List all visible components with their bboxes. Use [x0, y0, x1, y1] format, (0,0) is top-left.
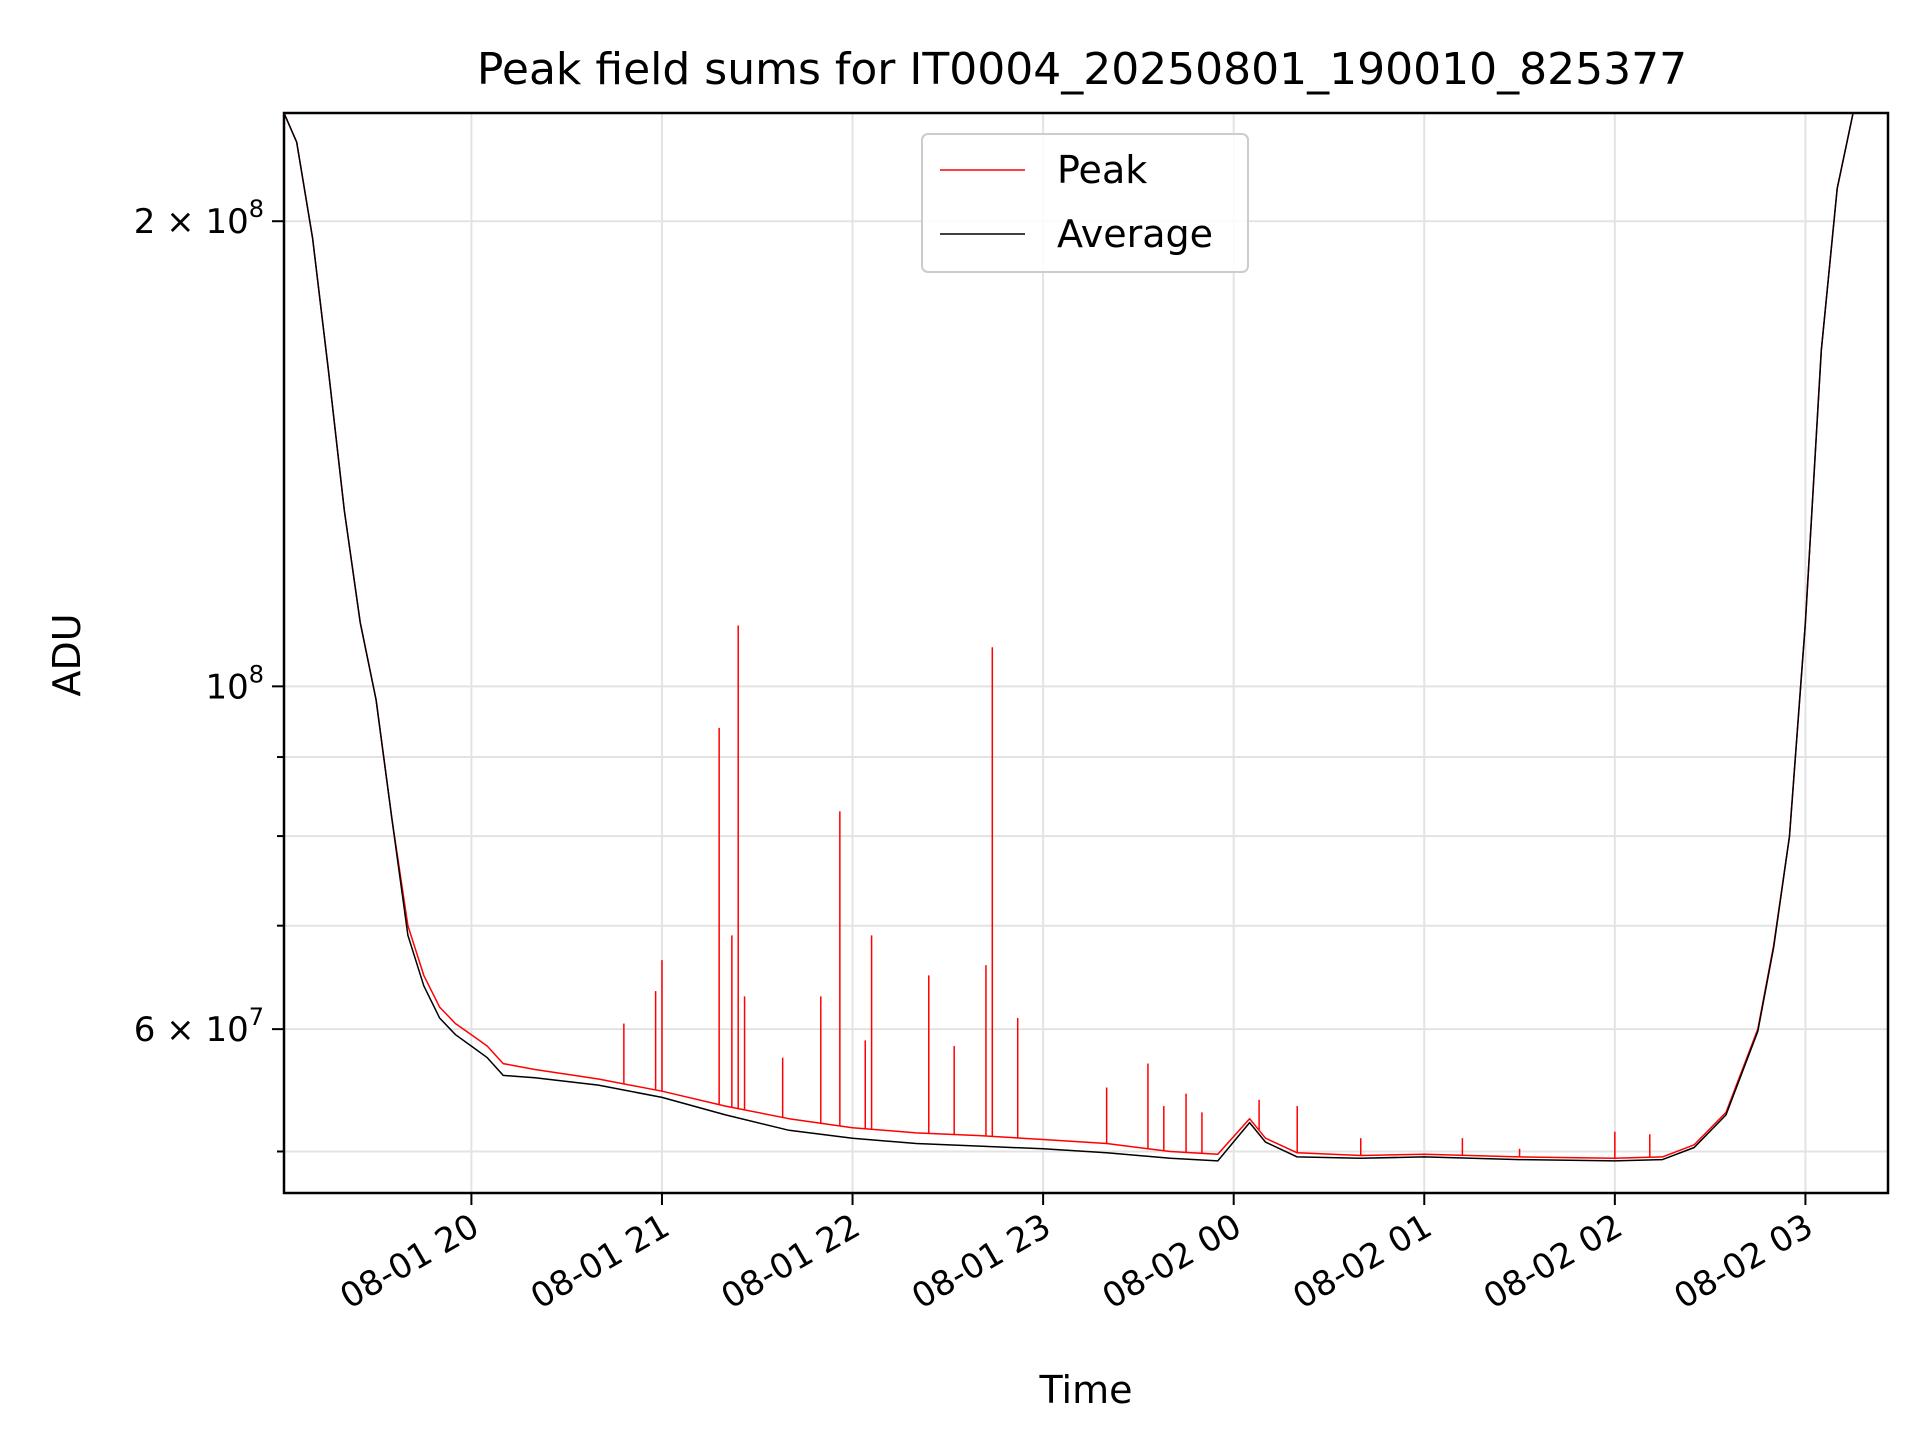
y-tick-label: 108 [205, 660, 264, 707]
y-axis: 2 × 108 108 6 × 107 [134, 195, 284, 1153]
series-line-average [284, 113, 1854, 1162]
legend-label-average: Average [1057, 212, 1213, 256]
x-axis-label: Time [1039, 1368, 1133, 1412]
plot-area [282, 111, 1890, 1195]
chart-title: Peak field sums for IT0004_20250801_1900… [477, 44, 1687, 95]
y-axis-label: ADU [45, 613, 89, 696]
plot-frame [282, 111, 1890, 1195]
y-tick-label: 6 × 107 [134, 1003, 264, 1050]
y-tick-label: 2 × 108 [134, 195, 264, 242]
legend-box [921, 133, 1249, 273]
grid [284, 113, 1888, 1193]
legend: Peak Average [921, 133, 1249, 273]
legend-label-peak: Peak [1057, 148, 1147, 192]
